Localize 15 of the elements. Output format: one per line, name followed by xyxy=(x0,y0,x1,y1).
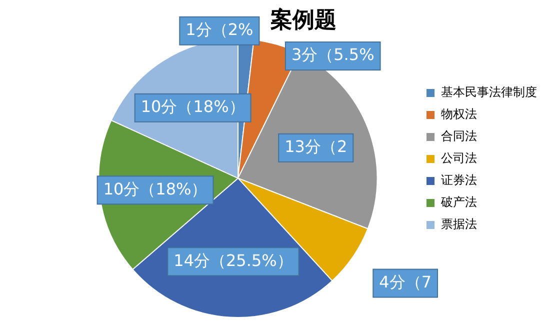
data-label: 3分（5.5% xyxy=(291,45,374,64)
legend-label: 合同法 xyxy=(441,129,477,144)
legend-label: 破产法 xyxy=(440,195,477,210)
legend-label: 基本民事法律制度 xyxy=(441,85,537,100)
legend-label: 物权法 xyxy=(441,107,477,122)
data-label: 10分（18%） xyxy=(140,97,245,116)
data-label: 4分（7 xyxy=(379,272,432,292)
data-label: 14分（25.5%） xyxy=(174,250,293,270)
legend-label: 证券法 xyxy=(441,173,477,188)
legend-label: 公司法 xyxy=(441,151,477,166)
chart-title: 案例题 xyxy=(270,6,336,33)
data-label: 13分（2 xyxy=(284,137,348,156)
legend-label: 票据法 xyxy=(441,217,477,232)
data-label: 10分（18%） xyxy=(103,179,208,198)
data-label: 1分（2% xyxy=(186,20,254,40)
